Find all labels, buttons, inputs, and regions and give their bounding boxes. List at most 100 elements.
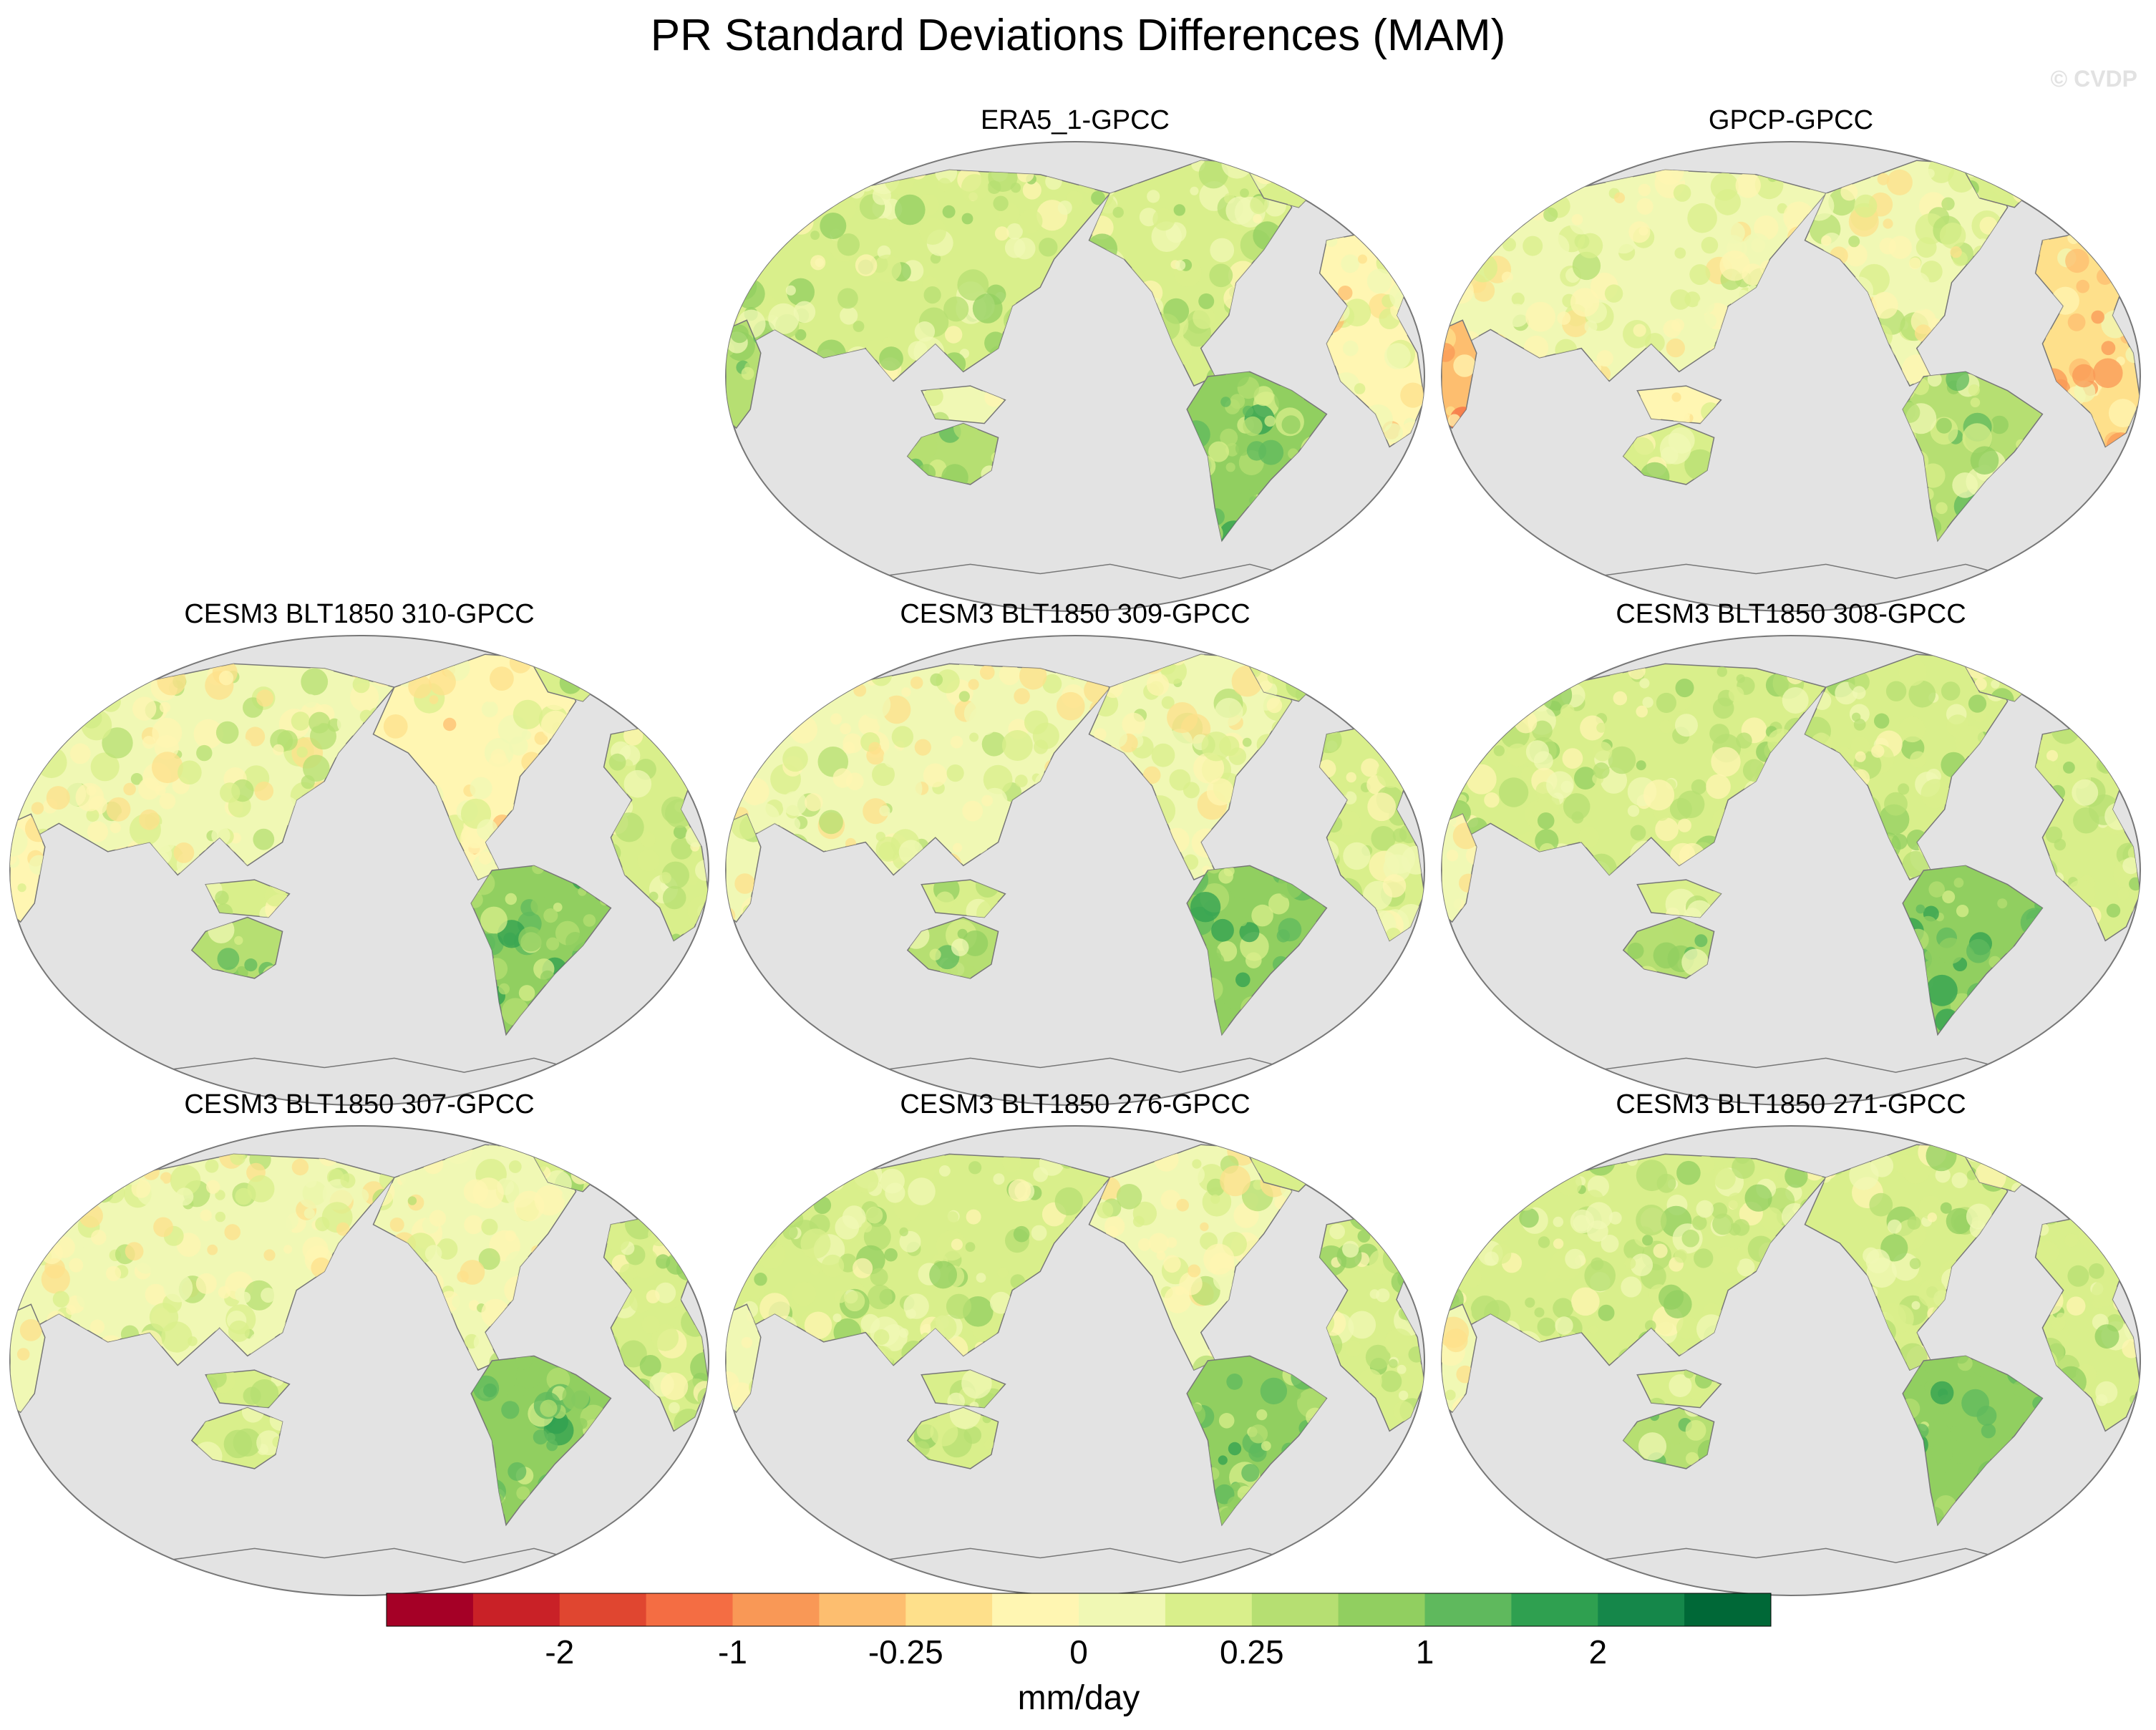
field-cell — [429, 695, 439, 704]
field-cell — [1946, 371, 1970, 392]
field-cell — [1342, 340, 1359, 356]
field-cell — [13, 867, 26, 880]
field-cell — [2063, 762, 2075, 774]
field-cell — [1991, 654, 2008, 669]
field-cell — [840, 723, 852, 735]
field-cell — [1147, 190, 1160, 203]
field-cell — [739, 1173, 766, 1200]
field-cell — [1570, 288, 1600, 317]
field-cell — [1463, 740, 1477, 755]
antarctica-coast — [1581, 563, 2036, 584]
field-cell — [688, 749, 709, 776]
field-cell — [1970, 446, 1999, 475]
field-cell — [1627, 805, 1640, 817]
field-cell — [901, 687, 911, 697]
field-cell — [1387, 230, 1418, 253]
field-cell — [163, 1273, 193, 1303]
field-cell — [1446, 850, 1459, 862]
field-cell — [2017, 645, 2043, 667]
field-cell — [754, 1231, 781, 1258]
antarctica-coast — [1581, 1057, 2036, 1078]
field-cell — [743, 229, 752, 239]
field-cell — [43, 1215, 64, 1236]
field-cell — [961, 174, 989, 201]
field-cell — [1288, 156, 1301, 169]
field-cell — [655, 1282, 676, 1303]
field-cell — [1235, 441, 1251, 456]
field-cell — [575, 689, 593, 701]
field-cell — [470, 777, 492, 800]
field-cell — [1215, 698, 1243, 726]
field-cell — [498, 983, 510, 995]
field-cell — [142, 736, 155, 749]
field-cell — [1014, 774, 1028, 787]
field-cell — [1031, 1225, 1047, 1241]
field-cell — [1292, 1391, 1301, 1400]
field-cell — [2045, 826, 2063, 843]
field-cell — [1176, 1199, 1189, 1212]
field-cell — [244, 958, 258, 972]
field-cell — [759, 664, 777, 682]
field-cell — [639, 1355, 661, 1376]
field-cell — [735, 278, 765, 309]
field-cell — [1404, 729, 1417, 742]
field-cell — [1354, 383, 1366, 394]
field-cell — [1357, 1230, 1371, 1243]
field-cell — [2120, 275, 2132, 286]
field-cell — [1499, 199, 1518, 219]
field-cell — [1156, 1213, 1178, 1235]
field-cell — [830, 713, 843, 725]
field-cell — [1348, 1311, 1376, 1339]
field-cell — [962, 800, 984, 822]
field-cell — [1453, 354, 1476, 377]
field-cell — [946, 764, 964, 782]
field-cell — [1969, 151, 1987, 169]
field-cell — [207, 1244, 218, 1255]
field-cell — [753, 717, 779, 744]
field-cell — [296, 747, 308, 758]
field-cell — [1976, 1405, 1997, 1426]
field-cell — [1500, 664, 1528, 679]
field-cell — [759, 1293, 790, 1323]
field-cell — [256, 689, 274, 707]
field-cell — [1553, 1216, 1564, 1228]
panel-title: GPCP-GPCC — [1708, 105, 1874, 135]
field-cell — [969, 1401, 979, 1408]
field-cell — [40, 1241, 63, 1265]
field-cell — [1397, 1220, 1422, 1245]
field-cell — [606, 1228, 630, 1251]
field-cell — [1371, 235, 1381, 246]
field-cell — [508, 1160, 522, 1173]
field-cell — [1261, 1441, 1271, 1451]
field-cell — [1900, 268, 1911, 281]
field-cell — [1345, 1340, 1362, 1357]
field-cell — [1573, 1215, 1591, 1232]
field-cell — [1685, 1452, 1699, 1465]
field-cell — [840, 306, 858, 325]
field-cell — [1006, 223, 1023, 240]
field-cell — [1519, 669, 1537, 686]
field-cell — [1642, 1235, 1654, 1246]
field-cell — [879, 805, 890, 817]
field-cell — [1630, 437, 1654, 462]
field-cell — [1094, 728, 1107, 741]
field-cell — [99, 1154, 110, 1160]
field-cell — [1588, 1325, 1598, 1334]
field-cell — [2117, 888, 2130, 900]
field-cell — [1692, 1215, 1707, 1230]
field-cell — [352, 676, 370, 694]
field-cell — [872, 763, 895, 787]
field-cell — [1990, 415, 2009, 434]
field-cell — [1941, 197, 1955, 210]
field-cell — [1303, 183, 1313, 193]
field-cell — [1674, 1249, 1688, 1263]
field-cell — [737, 1198, 762, 1224]
field-cell — [508, 1462, 527, 1481]
field-cell — [1254, 161, 1277, 185]
field-cell — [1400, 382, 1424, 408]
field-cell — [1548, 1268, 1560, 1280]
field-cell — [2119, 728, 2140, 759]
field-cell — [1374, 1215, 1396, 1226]
field-cell — [1369, 230, 1389, 240]
field-cell — [861, 689, 891, 719]
